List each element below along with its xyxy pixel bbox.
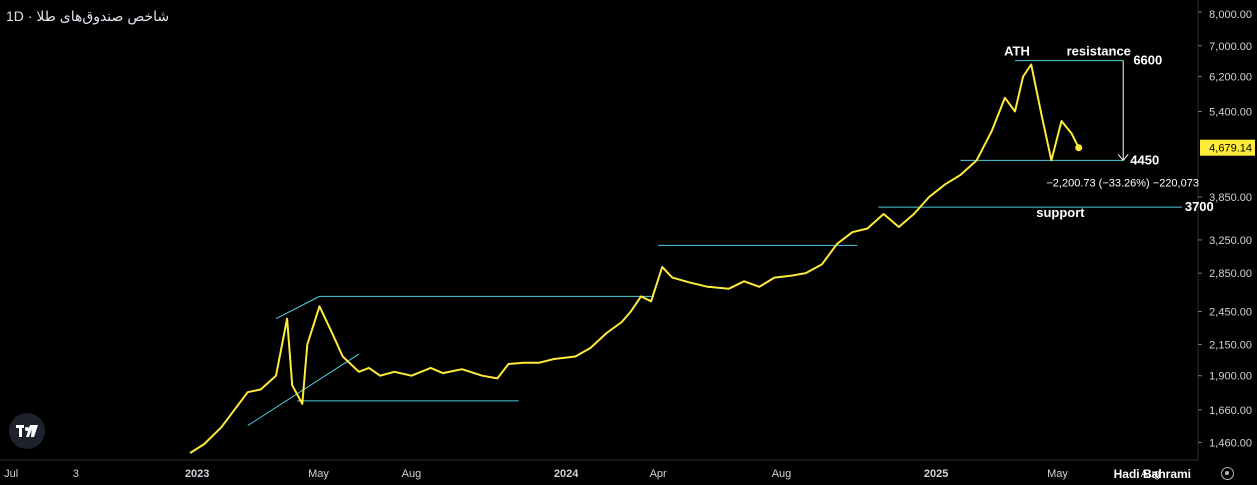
last-price-badge [1200,139,1255,156]
y-tick-label-3: 5,400.00 [1209,106,1252,118]
gear-icon[interactable] [1221,467,1234,480]
y-tick-label-4: 4,679.14 [1209,143,1252,155]
x-tick-label-3: May [308,468,329,480]
y-tick-label-1: 7,000.00 [1209,41,1252,53]
annotation-label-3: 4450 [1130,152,1159,167]
tradingview-logo-icon[interactable] [9,413,45,449]
price-series-line [189,63,1080,454]
annotation-label-4: −2,200.73 (−33.26%) −220,073 [1046,177,1199,189]
x-tick-label-8: 2025 [924,468,948,480]
annotation-label-2: 6600 [1133,53,1162,68]
x-tick-label-9: May [1047,468,1068,480]
y-tick-label-5: 3,850.00 [1209,192,1252,204]
chart-title: شاخص صندوق‌های طلا · 1D [6,8,170,24]
x-tick-label-7: Aug [772,468,792,480]
trend-segment-6 [275,295,320,320]
y-tick-label-8: 2,450.00 [1209,306,1252,318]
author-name: Hadi Bahrami [1113,467,1191,481]
y-tick-label-7: 2,850.00 [1209,268,1252,280]
annotation-label-5: support [1036,205,1085,220]
annotation-label-1: resistance [1067,44,1131,59]
x-tick-label-5: 2024 [554,468,579,480]
y-tick-label-2: 6,200.00 [1209,71,1252,83]
measure-arrow-head [1117,154,1129,162]
y-tick-label-10: 1,900.00 [1209,371,1252,383]
y-tick-label-0: 8,000.00 [1209,9,1252,21]
x-tick-label-2: 2023 [185,468,209,480]
y-tick-label-12: 1,460.00 [1209,437,1252,449]
time-axis[interactable]: Jul 3 2023 May Aug 2024 Apr Aug 2025 May Aug [4,468,1160,480]
x-tick-label-6: Apr [650,468,667,480]
y-tick-label-9: 2,150.00 [1209,339,1252,351]
x-tick-label-10: Aug [1141,468,1161,480]
price-axis[interactable]: 8,000.00 7,000.00 6,200.00 5,400.00 4,679.14… [1198,9,1255,449]
annotation-label-0: ATH [1004,44,1030,59]
y-tick-label-11: 1,660.00 [1209,405,1252,417]
y-tick-label-6: 3,250.00 [1209,235,1252,247]
x-tick-label-0: Jul [4,468,18,480]
x-tick-label-1: 3 [73,468,79,480]
x-tick-label-4: Aug [402,468,422,480]
annotation-label-6: 3700 [1185,199,1214,214]
drawings-layer [247,60,1182,427]
